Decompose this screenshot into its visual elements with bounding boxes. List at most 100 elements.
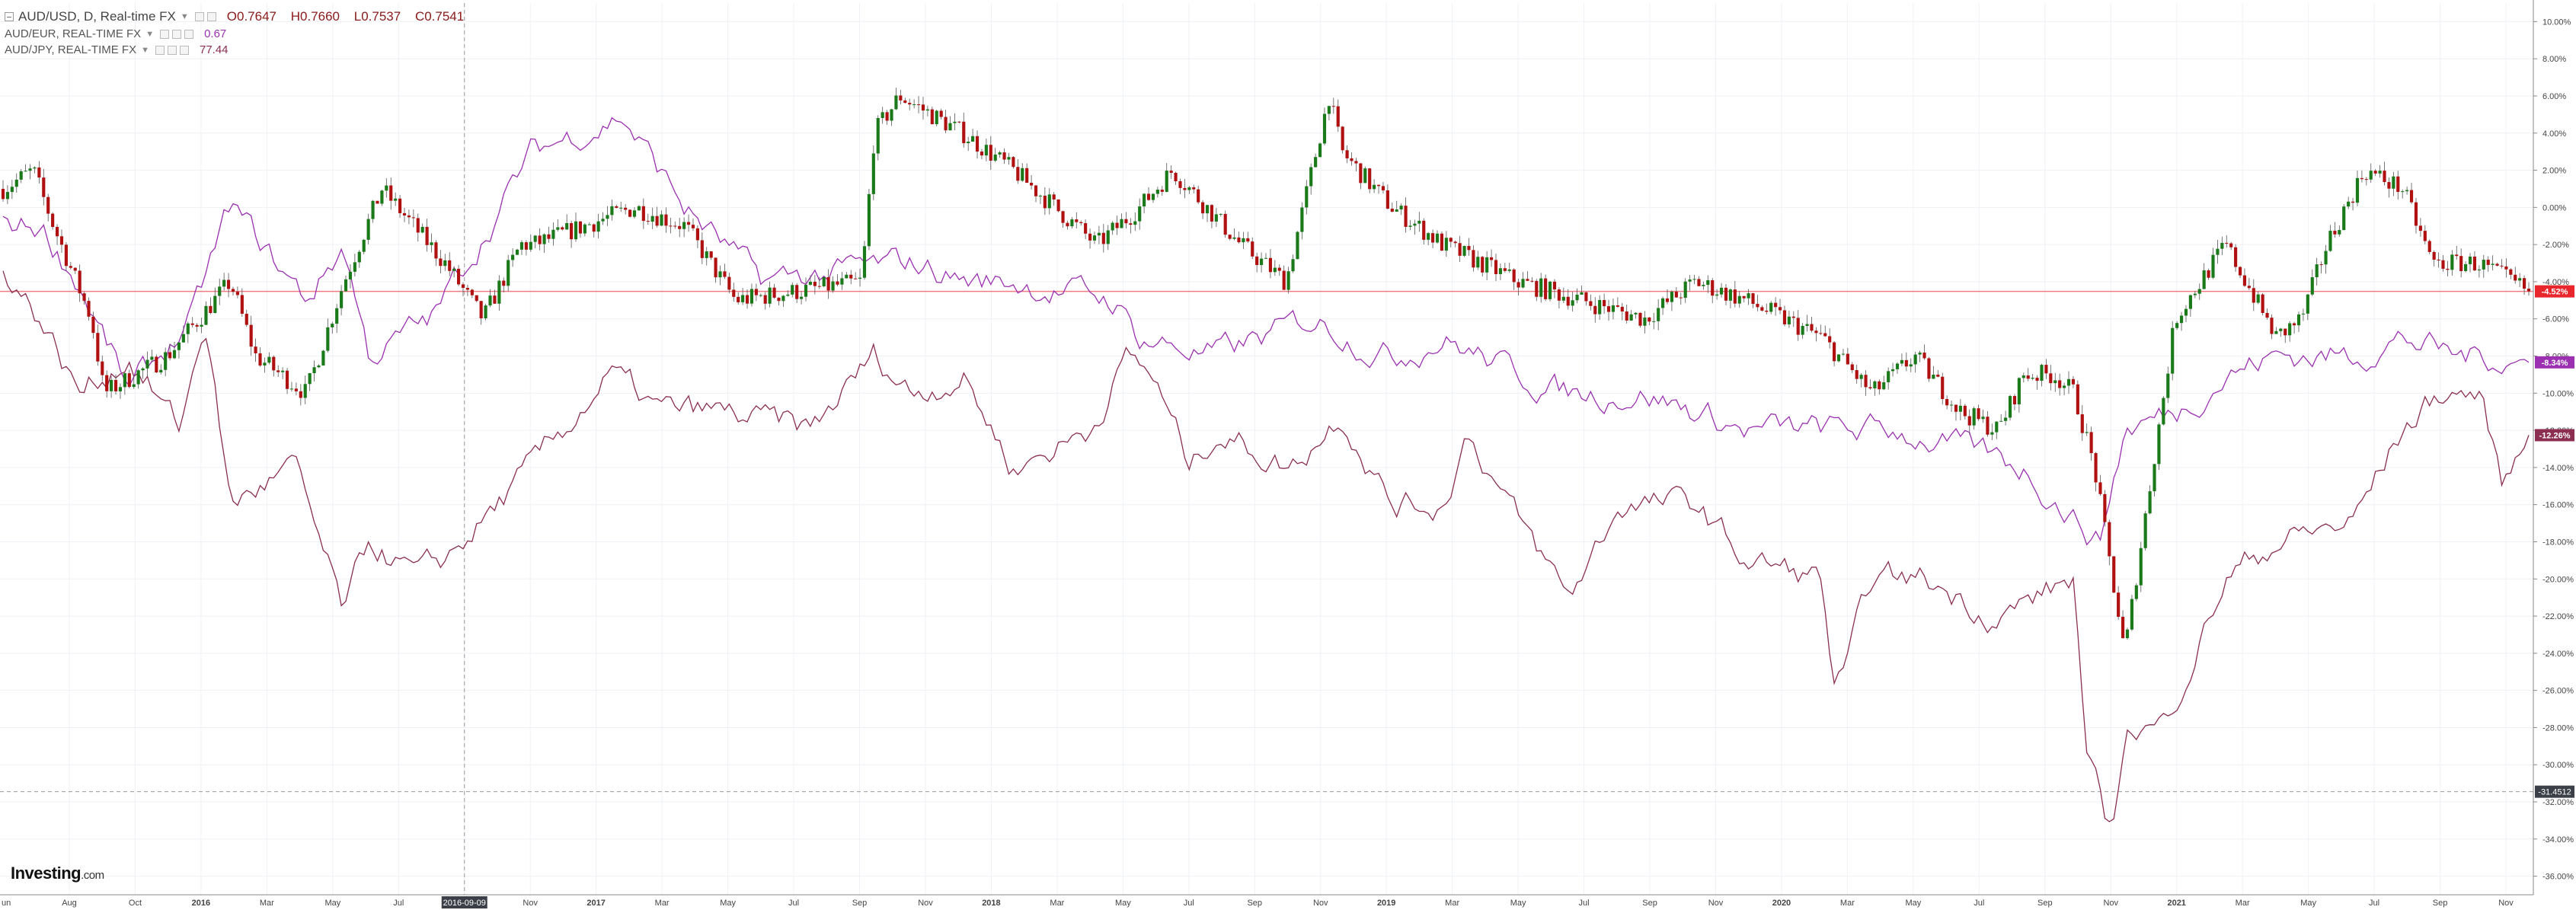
candle <box>1498 268 1502 274</box>
candle <box>285 370 289 389</box>
candle <box>795 285 799 299</box>
candle <box>1359 163 1363 184</box>
x-tick-label: May <box>720 899 736 908</box>
candle <box>596 221 600 232</box>
candle <box>312 367 316 374</box>
x-tick-label: Oct <box>129 899 142 908</box>
candle <box>1765 310 1769 312</box>
legend-row-audjpy[interactable]: AUD/JPY, REAL-TIME FX ▼ 77.44 <box>5 42 475 58</box>
candle <box>497 280 501 304</box>
candle <box>2342 206 2346 231</box>
legend-audeur-value: 0.67 <box>204 27 227 40</box>
investing-logo[interactable]: Investing.com <box>11 864 104 883</box>
candle <box>998 152 1002 155</box>
candle <box>82 293 86 302</box>
eye-icon[interactable] <box>155 45 165 55</box>
candle <box>723 271 727 277</box>
candle <box>507 260 510 286</box>
candle <box>804 284 808 297</box>
candle <box>2288 323 2292 336</box>
candle <box>190 323 194 325</box>
candle <box>1603 299 1606 307</box>
y-tick-label: -16.00% <box>2542 501 2574 510</box>
settings-icon[interactable] <box>194 12 204 21</box>
close-icon[interactable] <box>184 29 194 39</box>
x-tick-label: Nov <box>523 899 538 908</box>
candle <box>2238 267 2242 276</box>
x-tick-label: 2017 <box>586 899 605 908</box>
legend-row-audusd[interactable]: AUD/USD, D, Real-time FX ▼ O0.7647 H0.76… <box>5 8 475 26</box>
candle <box>2310 277 2314 295</box>
candle <box>2234 247 2238 267</box>
chevron-down-icon[interactable]: ▼ <box>145 29 155 39</box>
chevron-down-icon[interactable]: ▼ <box>180 12 189 21</box>
legend-audeur-label: AUD/EUR, REAL-TIME FX <box>5 27 142 40</box>
candle <box>2265 312 2269 318</box>
x-tick-label: Sep <box>2433 899 2448 908</box>
collapse-icon[interactable] <box>5 12 14 21</box>
candle <box>786 294 790 296</box>
candle <box>2261 294 2264 313</box>
price-label-box <box>2535 356 2574 369</box>
candle <box>1277 267 1281 271</box>
eye-icon[interactable] <box>160 29 170 39</box>
legend-row-audeur[interactable]: AUD/EUR, REAL-TIME FX ▼ 0.67 <box>5 26 475 42</box>
settings-icon[interactable] <box>167 45 177 55</box>
candle <box>2333 231 2337 235</box>
candle <box>849 274 853 279</box>
candle <box>200 324 203 327</box>
candle <box>1246 238 1250 242</box>
candle <box>2518 278 2522 281</box>
candle <box>2387 182 2391 189</box>
chevron-down-icon[interactable]: ▼ <box>141 45 149 55</box>
y-tick-label: -36.00% <box>2542 873 2574 882</box>
candle <box>2166 373 2170 398</box>
candle <box>2495 263 2499 266</box>
candle <box>55 226 59 237</box>
candle <box>186 323 190 334</box>
candle <box>1787 316 1791 324</box>
settings-icon[interactable] <box>172 29 182 39</box>
price-label: -4.52% <box>2542 288 2568 297</box>
candle <box>456 268 461 285</box>
candle <box>1427 233 1430 240</box>
candle <box>181 334 185 343</box>
candle <box>533 235 537 242</box>
candle <box>894 95 898 110</box>
candle <box>1584 292 1588 302</box>
candle <box>538 235 542 244</box>
candle <box>1201 202 1205 214</box>
x-tick-label: Sep <box>1642 899 1657 908</box>
candle <box>1016 167 1020 181</box>
candle <box>1381 186 1385 190</box>
candle <box>2522 278 2526 289</box>
candle <box>561 227 564 230</box>
candle <box>1282 270 1286 290</box>
candle <box>294 388 298 391</box>
candle <box>1322 113 1327 144</box>
candle <box>646 221 650 222</box>
candle <box>452 268 456 271</box>
candle <box>1679 297 1683 299</box>
candle <box>2418 225 2422 231</box>
candle <box>1481 257 1485 273</box>
close-icon[interactable] <box>206 12 216 21</box>
candle <box>475 295 478 302</box>
candle <box>1936 374 1940 377</box>
candle <box>1981 417 1985 420</box>
candle <box>2392 176 2395 189</box>
candle <box>1606 306 1611 312</box>
candle <box>1548 281 1552 299</box>
candle <box>231 289 235 292</box>
candle <box>326 327 330 351</box>
candle <box>1404 206 1408 227</box>
candle <box>479 301 483 319</box>
candle <box>2486 260 2490 265</box>
close-icon[interactable] <box>179 45 189 55</box>
candle <box>2293 323 2296 326</box>
candle <box>439 258 443 267</box>
candle <box>2373 171 2377 174</box>
candle <box>321 350 325 366</box>
candle <box>2432 251 2436 260</box>
